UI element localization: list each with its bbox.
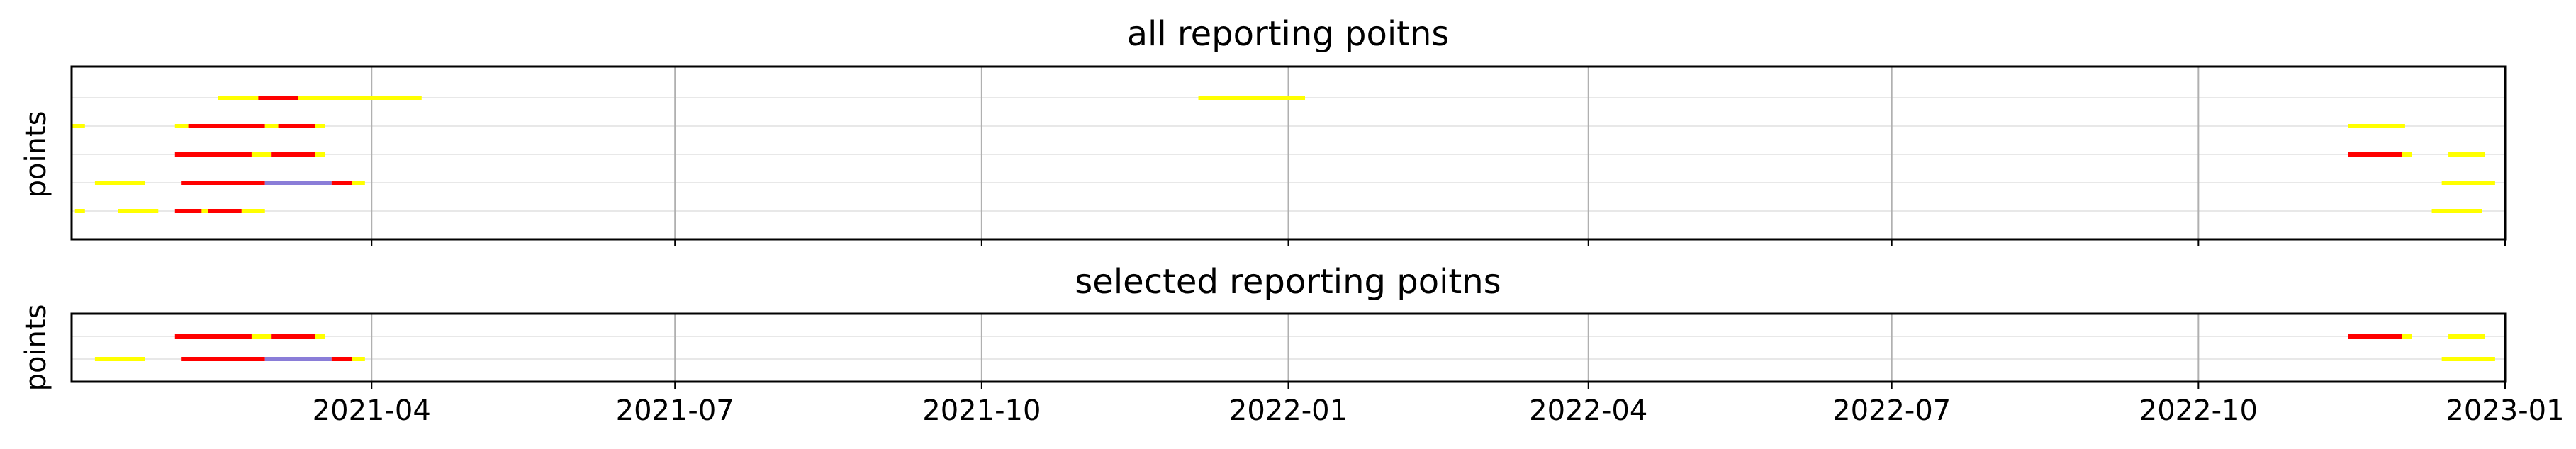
grid bbox=[72, 314, 2505, 382]
x-tick-label: 2021-10 bbox=[922, 394, 1041, 427]
chart-title: selected reporting poitns bbox=[1075, 262, 1501, 302]
timeline-segments bbox=[94, 334, 2495, 361]
x-tick-label: 2022-07 bbox=[1832, 394, 1951, 427]
timeline-segments bbox=[72, 96, 2495, 213]
x-tick-label: 2022-10 bbox=[2139, 394, 2258, 427]
x-tick-labels: 2021-04 2021-07 2021-10 2022-01 2022-04 2022-… bbox=[313, 394, 2565, 427]
chart-selected-reporting-points: selected reporting poitns points 2021-04… bbox=[20, 262, 2565, 427]
y-axis-label: points bbox=[20, 305, 52, 392]
chart-title: all reporting poitns bbox=[1127, 14, 1450, 54]
x-tick-label: 2022-04 bbox=[1529, 394, 1647, 427]
x-ticks bbox=[371, 239, 2506, 246]
x-tick-label: 2021-07 bbox=[616, 394, 734, 427]
x-tick-label: 2023-01 bbox=[2446, 394, 2564, 427]
chart-all-reporting-points: all reporting poitns points bbox=[20, 14, 2507, 246]
x-ticks bbox=[371, 382, 2506, 389]
x-tick-label: 2021-04 bbox=[313, 394, 431, 427]
grid bbox=[72, 67, 2505, 239]
x-tick-label: 2022-01 bbox=[1229, 394, 1348, 427]
y-axis-label: points bbox=[20, 111, 52, 198]
